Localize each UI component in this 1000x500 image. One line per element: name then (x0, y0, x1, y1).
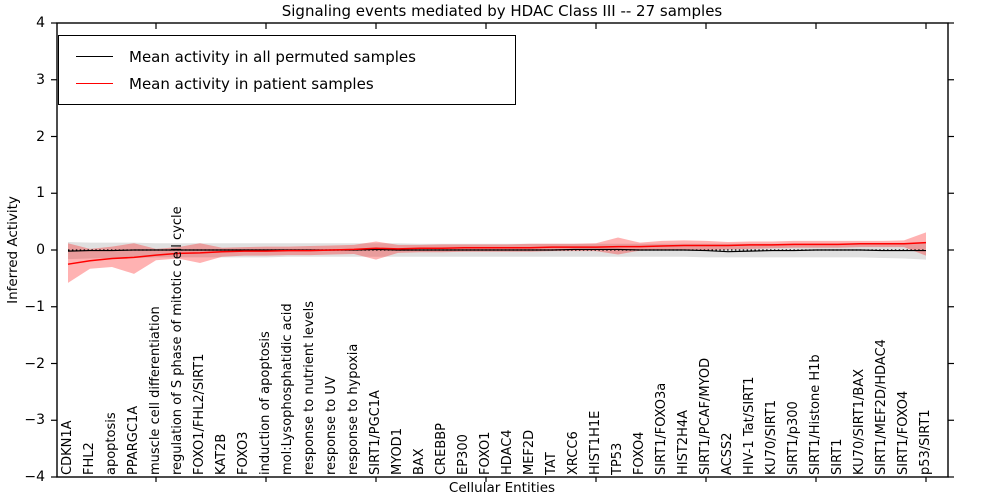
x-tick-label: response to nutrient levels (302, 300, 317, 475)
x-tick-label: KU70/SIRT1/BAX (852, 368, 867, 475)
legend-item-permuted: Mean activity in all permuted samples (59, 43, 515, 70)
x-tick-label: HIV-1 Tat/SIRT1 (742, 376, 757, 475)
legend-item-patient: Mean activity in patient samples (59, 70, 515, 97)
y-tick-label: 4 (36, 15, 45, 31)
x-tick-label: BAX (412, 448, 427, 475)
x-tick-label: response to hypoxia (346, 343, 361, 475)
x-tick-label: response to UV (324, 376, 339, 475)
patient-std-band-area (68, 232, 926, 283)
patient-mean-line (67, 241, 927, 265)
x-tick-label: XRCC6 (566, 431, 581, 475)
y-tick-label: −2 (24, 355, 45, 372)
x-tick-label: SIRT1/FOXO4 (896, 390, 911, 475)
x-tick-label: FOXO1/FHL2/SIRT1 (192, 353, 207, 475)
black-line-swatch (76, 56, 113, 57)
x-tick-label: EP300 (456, 434, 471, 475)
x-tick-label: MEF2D (522, 429, 537, 475)
x-tick-label: SIRT1/PCAF/MYOD (698, 357, 713, 475)
red-line-swatch (76, 83, 113, 84)
legend-label-permuted: Mean activity in all permuted samples (129, 47, 416, 66)
permuted-std-band-area (68, 242, 926, 260)
x-tick-label: muscle cell differentiation (148, 306, 163, 475)
x-tick-label: CDKN1A (60, 420, 75, 475)
y-tick-label: −3 (24, 412, 45, 429)
x-tick-label: SIRT1/MEF2D/HDAC4 (874, 339, 889, 475)
x-tick-label: MYOD1 (390, 428, 405, 475)
y-tick-label: −1 (24, 298, 45, 315)
x-tick-label: KAT2B (214, 433, 229, 475)
x-tick-label: apoptosis (104, 412, 119, 475)
chart-title: Signaling events mediated by HDAC Class … (281, 2, 723, 20)
x-tick-label: HDAC4 (500, 429, 515, 475)
x-tick-label: ACSS2 (720, 432, 735, 475)
permuted-mean-line (67, 248, 926, 253)
x-tick-label: regulation of S phase of mitotic cell cy… (170, 206, 185, 475)
x-tick-label: FHL2 (82, 442, 97, 475)
y-tick-label: 2 (36, 128, 45, 145)
x-tick-label: PPARGC1A (126, 405, 141, 475)
legend: Mean activity in all permuted samples Me… (58, 35, 516, 105)
x-tick-label: SIRT1/FOXO3a (654, 382, 669, 475)
x-tick-label: SIRT1/PGC1A (368, 390, 383, 475)
x-tick-label: FOXO4 (632, 431, 647, 475)
x-tick-label: CREBBP (434, 423, 449, 475)
x-tick-label: SIRT1/Histone H1b (808, 354, 823, 475)
x-tick-label: TP53 (610, 442, 625, 475)
y-tick-label: 1 (36, 185, 45, 202)
x-tick-label: induction of apoptosis (258, 331, 273, 475)
y-tick-label: 3 (36, 71, 45, 88)
x-tick-label: FOXO1 (478, 431, 493, 475)
x-tick-label: SIRT1/p300 (786, 401, 801, 475)
x-tick-label: mol:Lysophosphatidic acid (280, 303, 295, 475)
x-tick-label: SIRT1 (830, 438, 845, 475)
y-tick-label: 0 (36, 242, 45, 258)
x-tick-label: HIST1H1E (588, 410, 603, 475)
x-tick-label: KU70/SIRT1 (764, 400, 779, 475)
x-tick-label: HIST2H4A (676, 409, 691, 475)
y-tick-label: −4 (24, 469, 45, 485)
x-axis-label: Cellular Entities (448, 480, 556, 496)
legend-label-patient: Mean activity in patient samples (129, 74, 374, 93)
x-tick-label: FOXO3 (236, 431, 251, 475)
x-tick-label: p53/SIRT1 (918, 409, 933, 475)
x-tick-label: TAT (544, 452, 559, 475)
